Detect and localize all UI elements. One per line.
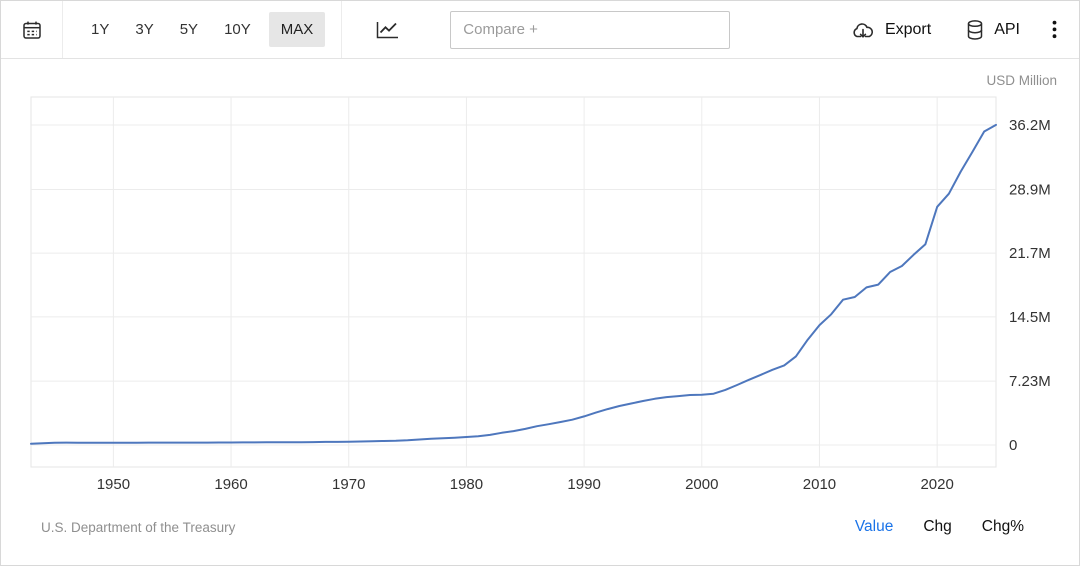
x-tick-label: 2000 <box>685 476 718 493</box>
more-options-button[interactable] <box>1044 12 1065 47</box>
kebab-menu-icon <box>1052 20 1057 39</box>
y-tick-label: 36.2M <box>1009 117 1051 134</box>
x-tick-label: 1990 <box>567 476 600 493</box>
x-tick-label: 1950 <box>97 476 130 493</box>
calendar-icon <box>21 19 43 41</box>
export-button[interactable]: Export <box>840 11 941 49</box>
toolbar: 1Y 3Y 5Y 10Y MAX Export <box>1 1 1079 59</box>
unit-row: USD Million <box>1 59 1079 92</box>
toolbar-divider <box>341 1 343 58</box>
toolbar-right-group: Export API <box>840 11 1065 49</box>
y-tick-label: 0 <box>1009 437 1017 454</box>
y-tick-label: 21.7M <box>1009 245 1051 262</box>
api-label: API <box>994 20 1020 38</box>
range-button-1y[interactable]: 1Y <box>83 12 117 47</box>
range-button-3y[interactable]: 3Y <box>127 12 161 47</box>
line-chart-icon <box>374 19 400 41</box>
display-mode-selector: Value Chg Chg% <box>855 518 1024 536</box>
range-button-5y[interactable]: 5Y <box>172 12 206 47</box>
x-tick-label: 1980 <box>450 476 483 493</box>
export-label: Export <box>884 20 932 38</box>
source-attribution: U.S. Department of the Treasury <box>41 519 236 535</box>
mode-chg[interactable]: Chg <box>923 518 952 535</box>
cloud-download-icon <box>850 19 876 41</box>
calendar-cell <box>1 1 63 58</box>
api-button[interactable]: API <box>955 11 1030 49</box>
y-tick-label: 28.9M <box>1009 182 1051 199</box>
range-button-max[interactable]: MAX <box>268 12 326 47</box>
range-selector: 1Y 3Y 5Y 10Y MAX <box>83 12 326 47</box>
plot-border <box>30 96 997 468</box>
x-tick-label: 2010 <box>803 476 836 493</box>
calendar-button[interactable] <box>21 19 43 41</box>
range-button-10y[interactable]: 10Y <box>216 12 259 47</box>
footer: U.S. Department of the Treasury Value Chg… <box>1 502 1079 536</box>
mode-chgpct[interactable]: Chg% <box>981 518 1024 535</box>
y-tick-label: 14.5M <box>1009 309 1051 326</box>
chart-type-button[interactable] <box>368 13 406 47</box>
x-tick-label: 1960 <box>214 476 247 493</box>
x-tick-label: 2020 <box>920 476 953 493</box>
x-tick-label: 1970 <box>332 476 365 493</box>
mode-value[interactable]: Value <box>854 518 894 535</box>
compare-input[interactable] <box>450 10 731 49</box>
series-line[interactable] <box>30 123 997 445</box>
y-tick-label: 7.23M <box>1009 373 1051 390</box>
unit-label: USD Million <box>986 73 1057 88</box>
debt-line-chart[interactable]: 1950 1960 1970 1980 1990 2000 2010 2020 0 7.23M 14… <box>1 92 1079 502</box>
database-icon <box>965 19 985 41</box>
